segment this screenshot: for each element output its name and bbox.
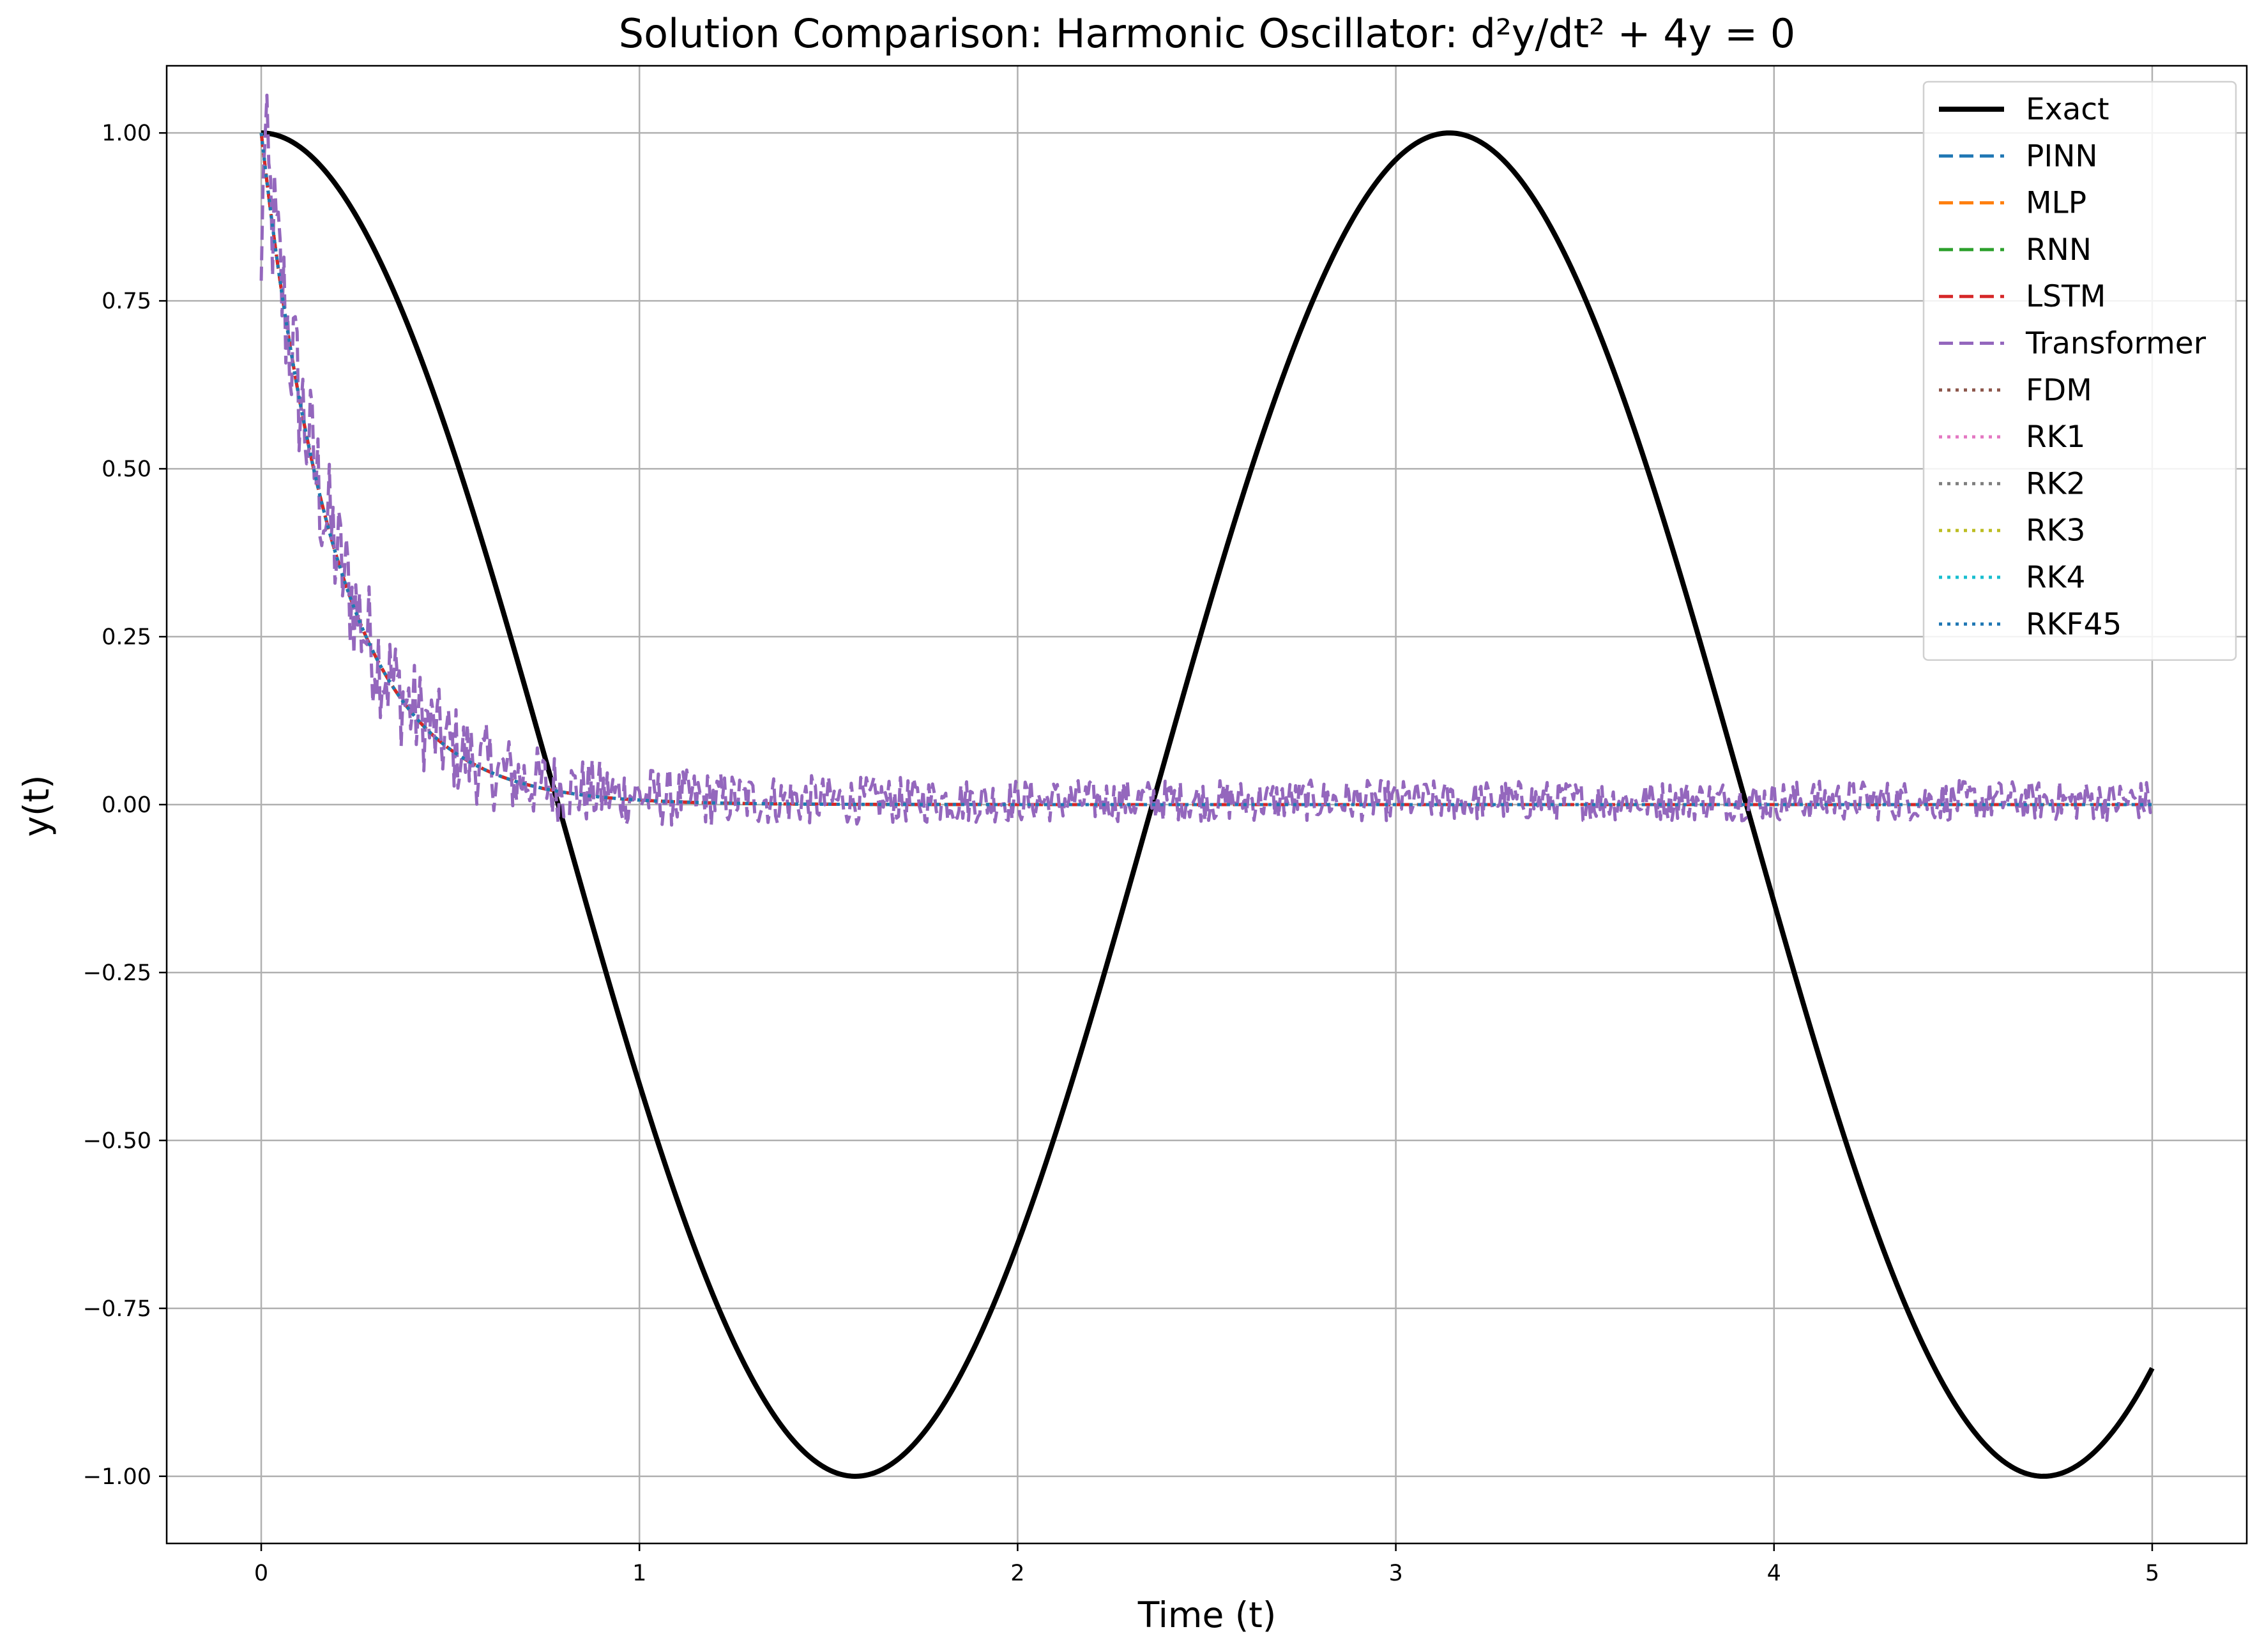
- x-tick-label: 4: [1767, 1561, 1781, 1586]
- legend-label: MLP: [2026, 186, 2086, 221]
- y-axis-label: y(t): [16, 775, 57, 837]
- legend-label: PINN: [2026, 139, 2098, 174]
- legend-box: [1922, 80, 2237, 661]
- series-line-transformer: [259, 93, 2154, 827]
- y-tick-label: 0.25: [102, 625, 151, 650]
- x-tick-label: 3: [1388, 1561, 1402, 1586]
- y-tick-label: 0.75: [102, 289, 151, 314]
- y-tick-label: 1.00: [102, 121, 151, 146]
- legend-label: RK1: [2026, 420, 2085, 455]
- legend-label: Transformer: [2025, 326, 2207, 361]
- legend-label: Exact: [2026, 92, 2109, 127]
- legend-label: RK2: [2026, 466, 2085, 501]
- x-tick-label: 1: [632, 1561, 646, 1586]
- y-tick-label: 0.00: [102, 792, 151, 818]
- chart-title: Solution Comparison: Harmonic Oscillator…: [619, 10, 1795, 57]
- y-tick-label: 0.50: [102, 457, 151, 482]
- legend-label: LSTM: [2026, 279, 2106, 314]
- x-axis-label: Time (t): [1137, 1595, 1277, 1635]
- legend-label: RKF45: [2026, 607, 2122, 642]
- x-tick-label: 0: [254, 1561, 268, 1586]
- legend-label: FDM: [2026, 373, 2092, 408]
- x-tick-label: 2: [1010, 1561, 1024, 1586]
- series-line-exact: [261, 130, 2155, 1479]
- series-line-lstm: [259, 132, 2152, 807]
- legend-label: RNN: [2026, 232, 2092, 268]
- y-tick-label: −1.00: [83, 1464, 151, 1490]
- y-tick-label: −0.75: [83, 1296, 151, 1322]
- legend-label: RK3: [2026, 513, 2085, 549]
- y-tick-label: −0.25: [83, 960, 151, 986]
- y-tick-label: −0.50: [83, 1128, 151, 1154]
- legend-label: RK4: [2026, 560, 2085, 595]
- x-tick-label: 5: [2145, 1561, 2159, 1586]
